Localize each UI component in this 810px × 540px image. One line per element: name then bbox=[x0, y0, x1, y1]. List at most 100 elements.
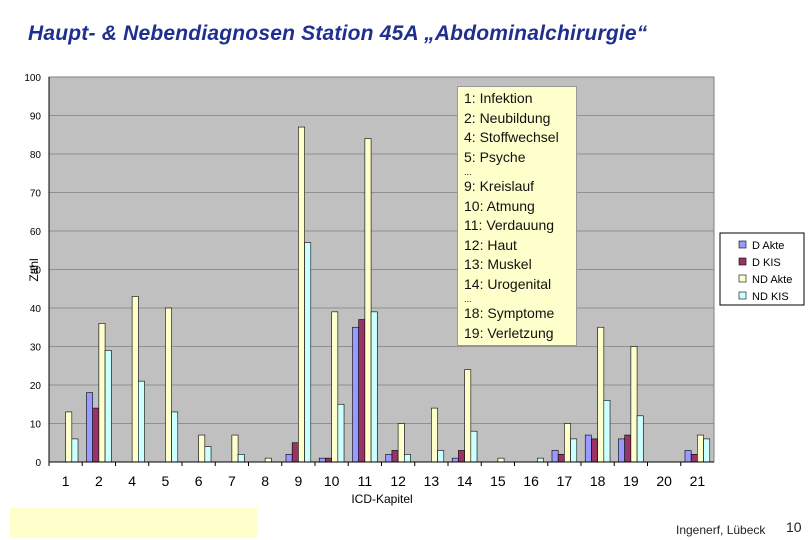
note-line: 14: Urogenital bbox=[464, 275, 552, 292]
y-tick-label: 0 bbox=[35, 458, 41, 469]
y-tick-label: 10 bbox=[30, 420, 42, 431]
bar-nd-akte bbox=[231, 434, 239, 463]
bar-nd-akte bbox=[431, 407, 438, 463]
bar-d-kis bbox=[391, 450, 399, 463]
y-tick-label: 40 bbox=[30, 304, 42, 315]
x-tick-label: 1 bbox=[62, 473, 70, 489]
bar-d-akte bbox=[285, 453, 293, 463]
bar-d-kis bbox=[690, 453, 698, 463]
legend-swatch bbox=[738, 240, 747, 249]
bar-d-akte bbox=[584, 434, 592, 463]
x-tick-label: 2 bbox=[95, 473, 103, 489]
y-tick-label: 90 bbox=[30, 112, 42, 123]
footer-author: Ingenerf, Lübeck bbox=[676, 523, 766, 537]
bar-d-kis bbox=[557, 453, 565, 463]
note-line: 4: Stoffwechsel bbox=[464, 129, 559, 145]
bar-nd-kis bbox=[470, 430, 478, 463]
bar-nd-akte bbox=[298, 126, 305, 463]
bar-d-kis bbox=[291, 442, 299, 463]
x-tick-label: 11 bbox=[358, 473, 373, 489]
x-tick-label: 6 bbox=[195, 473, 203, 489]
bar-nd-akte bbox=[497, 457, 505, 463]
x-axis-label: ICD-Kapitel bbox=[351, 492, 412, 506]
bar-nd-akte bbox=[264, 457, 272, 463]
y-tick-label: 70 bbox=[30, 189, 42, 200]
bar-nd-kis bbox=[404, 453, 411, 463]
bar-nd-kis bbox=[71, 438, 79, 463]
bar-nd-kis bbox=[603, 400, 611, 463]
bar-d-kis bbox=[92, 407, 100, 463]
bar-d-akte bbox=[684, 450, 692, 463]
page-number: 10 bbox=[786, 519, 802, 535]
bar-nd-akte bbox=[630, 346, 638, 463]
bar-nd-kis bbox=[304, 242, 312, 463]
bar-nd-akte bbox=[364, 138, 372, 463]
gridlines bbox=[49, 76, 714, 424]
bar-nd-kis bbox=[337, 403, 345, 463]
bar-nd-kis bbox=[237, 453, 245, 463]
bar-nd-akte bbox=[464, 369, 472, 463]
legend-label: ND Akte bbox=[752, 274, 792, 286]
bar-d-kis bbox=[624, 434, 632, 463]
bar-nd-akte bbox=[697, 434, 704, 463]
note-line: 18: Symptome bbox=[464, 305, 555, 321]
x-tick-label: 12 bbox=[390, 473, 406, 489]
bar-nd-akte bbox=[98, 323, 106, 463]
x-tick-label: 20 bbox=[656, 473, 672, 489]
x-tick-label: 10 bbox=[324, 473, 340, 489]
note-line: 10: Atmung bbox=[464, 197, 535, 214]
x-tick-label: 16 bbox=[523, 473, 539, 489]
bar-d-akte bbox=[618, 438, 625, 463]
bar-nd-kis bbox=[703, 438, 711, 463]
bar-nd-kis bbox=[437, 450, 445, 463]
y-tick-label: 20 bbox=[30, 381, 42, 392]
bar-nd-kis bbox=[104, 350, 112, 463]
icd-chapter-note: 1: Infektion 2: Neubildung 4: Stoffwechsel… bbox=[457, 86, 577, 346]
note-line: 9: Kreislauf bbox=[464, 178, 535, 194]
slide-title: Haupt- & Nebendiagnosen Station 45A „Abd… bbox=[28, 22, 648, 45]
x-tick-label: 17 bbox=[557, 473, 573, 489]
bar-nd-kis bbox=[537, 457, 544, 463]
legend-swatch bbox=[738, 291, 747, 300]
legend-label: ND KIS bbox=[752, 291, 789, 303]
x-tick-label: 5 bbox=[161, 473, 169, 489]
bar-nd-akte bbox=[564, 423, 571, 463]
bar-nd-kis bbox=[171, 411, 179, 463]
note-line: 19: Verletzung bbox=[464, 324, 554, 341]
legend-swatch bbox=[738, 274, 747, 283]
bar-nd-akte bbox=[165, 307, 172, 463]
bar-d-akte bbox=[86, 392, 93, 463]
note-line: 12: Haut bbox=[464, 236, 517, 253]
bar-nd-akte bbox=[198, 434, 206, 463]
x-tick-label: 4 bbox=[128, 473, 136, 489]
note-line: 13: Muskel bbox=[464, 256, 532, 272]
x-tick-label: 8 bbox=[261, 473, 269, 489]
bar-nd-akte bbox=[597, 326, 605, 463]
note-line: 11: Verdauung bbox=[464, 217, 555, 233]
bar-d-kis bbox=[325, 457, 332, 463]
bar-d-kis bbox=[358, 319, 366, 463]
bar-d-akte bbox=[551, 450, 559, 463]
x-tick-label: 13 bbox=[424, 473, 440, 489]
legend-label: D Akte bbox=[752, 240, 784, 252]
bar-d-akte bbox=[318, 457, 326, 463]
x-tick-label: 18 bbox=[590, 473, 606, 489]
x-tick-label: 21 bbox=[690, 473, 706, 489]
y-tick-label: 30 bbox=[30, 343, 42, 354]
bar-d-akte bbox=[385, 453, 393, 463]
bar-nd-akte bbox=[397, 423, 405, 463]
x-tick-label: 9 bbox=[294, 473, 302, 489]
bars bbox=[65, 126, 711, 463]
note-line: ... bbox=[464, 294, 472, 304]
y-tick-label: 80 bbox=[30, 150, 42, 161]
bar-nd-kis bbox=[570, 438, 578, 463]
bar-nd-kis bbox=[138, 380, 145, 463]
bar-nd-akte bbox=[131, 296, 139, 463]
footer-highlight bbox=[10, 508, 257, 538]
x-tick-label: 15 bbox=[490, 473, 506, 489]
note-line: ... bbox=[464, 167, 472, 177]
y-axis-label: Zahl bbox=[27, 258, 41, 281]
note-line: 1: Infektion bbox=[464, 90, 533, 106]
